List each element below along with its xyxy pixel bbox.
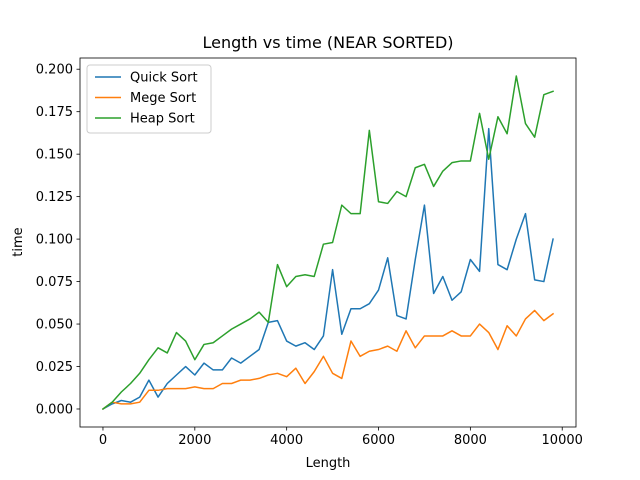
y-tick-label: 0.050 — [36, 318, 73, 333]
y-tick-label: 0.200 — [36, 63, 73, 78]
series-line-heap-sort — [101, 75, 555, 411]
y-tick-label: 0.175 — [36, 105, 73, 120]
legend: Quick Sort Mege Sort Heap Sort — [86, 64, 212, 134]
x-tick-label: 6000 — [362, 433, 395, 448]
y-tick-label: 0.100 — [36, 233, 73, 248]
y-tick-label: 0.000 — [36, 402, 73, 417]
axes: 0 2000 4000 6000 8000 10000 0.000 0.025 0.050 0.0… — [36, 57, 583, 448]
series-line-mege-sort — [101, 309, 555, 411]
x-tick-label: 4000 — [270, 433, 303, 448]
x-axis-label: Length — [306, 456, 351, 471]
legend-label: Quick Sort — [130, 71, 198, 86]
legend-label: Mege Sort — [130, 91, 196, 106]
x-tick-label: 2000 — [178, 433, 211, 448]
x-tick-label: 8000 — [454, 433, 487, 448]
axes-frame — [79, 57, 577, 428]
legend-label: Heap Sort — [130, 112, 195, 127]
legend-box — [86, 64, 212, 134]
y-tick-label: 0.025 — [36, 360, 73, 375]
y-tick-label: 0.150 — [36, 148, 73, 163]
plot-area — [101, 75, 555, 411]
chart-title: Length vs time (NEAR SORTED) — [202, 33, 453, 52]
y-axis-label: time — [11, 227, 26, 256]
y-tick-label: 0.125 — [36, 190, 73, 205]
series-line-quick-sort — [101, 127, 554, 411]
y-tick-label: 0.075 — [36, 275, 73, 290]
x-tick-label: 0 — [99, 433, 107, 448]
x-tick-label: 10000 — [542, 433, 583, 448]
